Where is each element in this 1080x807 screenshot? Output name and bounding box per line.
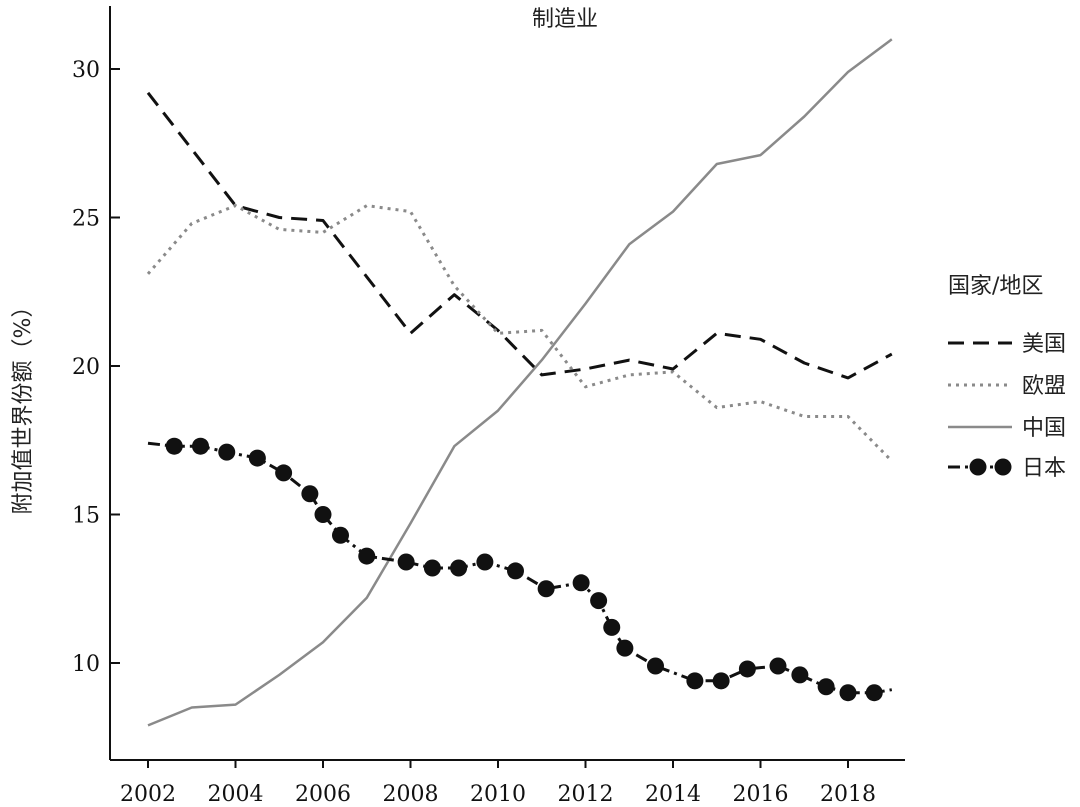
data-point-marker [332,526,349,544]
data-point-marker [738,660,756,678]
data-point-marker [791,666,809,684]
chart-title: 制造业 [532,7,598,32]
x-tick-label: 2006 [295,782,351,807]
data-point-marker [476,553,494,571]
data-point-marker [450,559,468,577]
x-axis-ticks: 2002 2004 2006 2008 2010 2012 2014 2016 2018 [120,760,876,807]
data-point-marker [572,574,590,592]
data-point-marker [712,672,730,690]
data-point-marker [865,684,883,702]
series-line-2 [146,204,893,463]
y-tick-label: 30 [72,58,100,83]
data-point-marker [603,618,621,636]
legend-title: 国家/地区 [948,274,1043,299]
data-point-marker [647,657,664,675]
x-tick-label: 2016 [733,782,789,807]
legend-label: 中国 [1022,416,1066,441]
x-tick-label: 2002 [120,782,176,807]
legend-marker [969,458,987,476]
data-point-marker [248,449,266,467]
x-tick-label: 2010 [470,782,526,807]
data-point-marker [358,547,376,565]
y-tick-label: 25 [72,207,100,232]
data-point-marker [397,553,415,571]
x-tick-label: 2008 [383,782,439,807]
data-point-marker [590,592,608,610]
y-axis-label: 附加值世界份额（%） [11,296,36,515]
data-point-marker [275,464,293,482]
data-point-marker [301,485,319,503]
data-point-marker [817,678,835,696]
data-point-marker [218,443,236,461]
x-tick-label: 2012 [558,782,614,807]
legend-marker [994,458,1012,476]
series-layer [146,38,893,727]
legend-label: 日本 [1022,456,1066,481]
data-point-marker [423,559,441,577]
y-tick-label: 15 [72,504,100,529]
data-point-marker [507,562,524,580]
data-point-marker [192,437,209,455]
y-tick-label: 20 [72,355,100,380]
series-line-3 [147,38,893,727]
y-axis-ticks: 10 15 20 25 30 [72,58,120,677]
data-point-marker [769,657,787,675]
legend-label: 欧盟 [1022,374,1066,399]
legend-label: 美国 [1022,332,1066,357]
data-point-marker [165,437,183,455]
data-point-marker [537,580,555,598]
x-tick-label: 2014 [645,782,701,807]
x-tick-label: 2018 [820,782,876,807]
data-point-marker [686,672,704,690]
data-point-marker [314,506,332,523]
x-tick-label: 2004 [208,782,264,807]
data-point-marker [616,639,634,657]
series-line-1 [146,91,893,380]
data-point-marker [839,684,857,702]
y-tick-label: 10 [72,652,100,677]
